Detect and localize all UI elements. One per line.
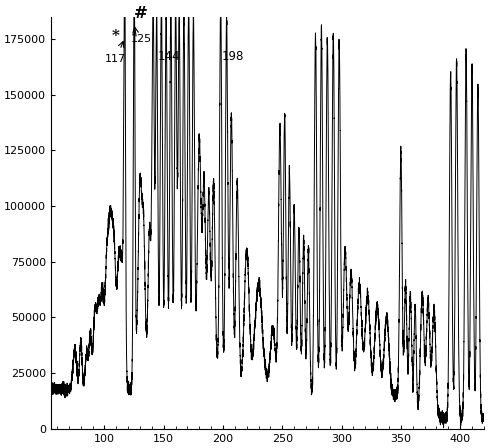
- Text: #: #: [134, 5, 148, 22]
- Text: 198: 198: [222, 50, 244, 63]
- Text: 144: 144: [158, 50, 181, 63]
- Text: *: *: [111, 29, 119, 43]
- Text: 117: 117: [104, 54, 126, 65]
- Text: 125: 125: [131, 34, 152, 44]
